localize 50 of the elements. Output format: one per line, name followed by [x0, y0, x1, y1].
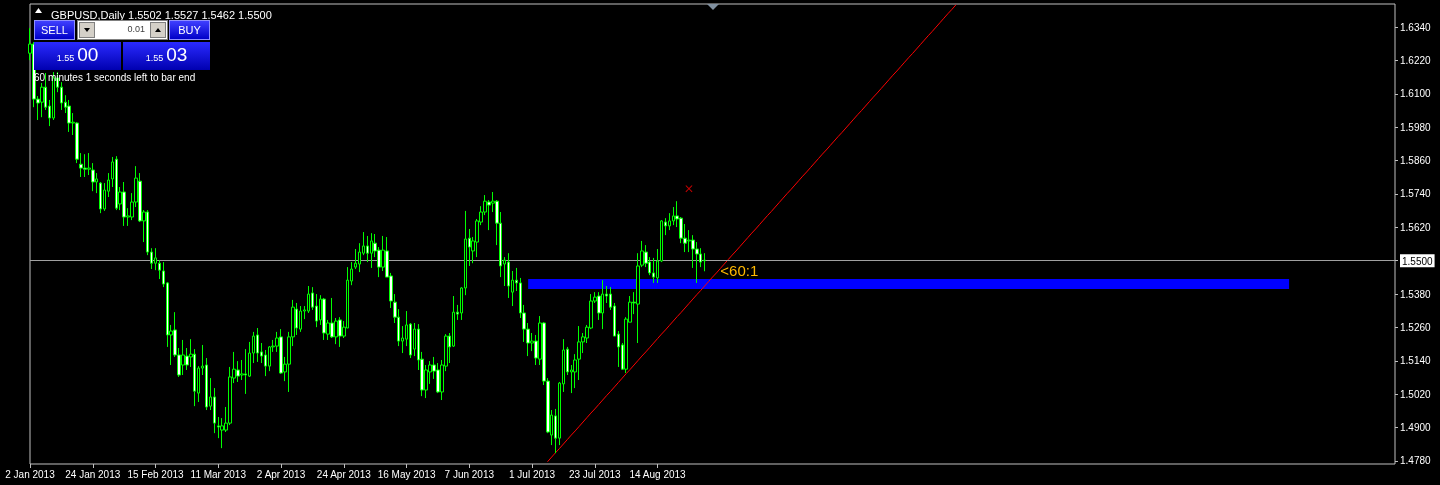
- y-tick-label: 1.6100: [1400, 88, 1432, 100]
- y-tick-label: 1.6220: [1400, 54, 1432, 66]
- y-tick-label: 1.5980: [1400, 121, 1432, 133]
- y-tick-label: 1.5500: [1402, 255, 1434, 267]
- y-tick-label: 1.5380: [1400, 288, 1432, 300]
- y-tick-label: 1.5020: [1400, 388, 1432, 400]
- candlestick: [601, 279, 604, 330]
- x-tick-label: 2 Jan 2013: [5, 468, 56, 480]
- ask-price-box: 1.55 03: [123, 42, 210, 70]
- candlestick: [703, 252, 706, 272]
- candlestick: [338, 316, 342, 348]
- candlestick: [83, 153, 87, 178]
- candlestick: [122, 181, 126, 227]
- x-tick-label: 24 Apr 2013: [316, 468, 372, 480]
- x-tick-label: 1 Jul 2013: [508, 468, 556, 480]
- y-tick-label: 1.6340: [1400, 21, 1432, 33]
- candlestick: [181, 339, 185, 376]
- x-tick-label: 15 Feb 2013: [127, 468, 185, 480]
- x-tick-label: 23 Jul 2013: [568, 468, 622, 480]
- y-tick-label: 1.5620: [1400, 221, 1432, 233]
- buy-button: BUY: [169, 20, 210, 40]
- x-tick-label: 7 Jun 2013: [444, 468, 495, 480]
- annotation: 03: [166, 44, 188, 66]
- y-tick-label: 1.4900: [1400, 422, 1432, 434]
- y-tick-label: 1.4780: [1400, 455, 1432, 467]
- annotation: <60:1: [720, 261, 759, 279]
- x-tick-label: 2 Apr 2013: [256, 468, 306, 480]
- sell-button: SELL: [34, 20, 75, 40]
- annotation: 1.55: [145, 53, 164, 63]
- lot-size-field: 0.01: [77, 20, 168, 40]
- y-tick-label: 1.5860: [1400, 155, 1432, 167]
- line-series: [547, 4, 957, 462]
- y-tick-label: 1.5140: [1400, 355, 1432, 367]
- candlestick: [67, 99, 71, 133]
- x-tick-label: 24 Jan 2013: [65, 468, 121, 480]
- candlestick: [256, 327, 259, 363]
- bid-price-box: 1.55 00: [34, 42, 121, 70]
- chart-title: GBPUSD,Daily 1.5502 1.5527 1.5462 1.5500: [51, 8, 272, 21]
- x-tick-label: 14 Aug 2013: [629, 468, 687, 480]
- annotation: 00: [77, 44, 99, 66]
- y-tick-label: 1.5740: [1400, 188, 1432, 200]
- candlestick: [299, 305, 302, 333]
- candlestick: [115, 155, 118, 211]
- x-tick-label: 16 May 2013: [377, 468, 436, 480]
- annotation: 1.55: [56, 53, 75, 63]
- candlestick: [322, 297, 326, 341]
- y-tick-label: 1.5260: [1400, 321, 1432, 333]
- x-tick-label: 11 Mar 2013: [190, 468, 247, 480]
- candlestick: [370, 232, 373, 269]
- annotation: 0.01: [127, 24, 145, 34]
